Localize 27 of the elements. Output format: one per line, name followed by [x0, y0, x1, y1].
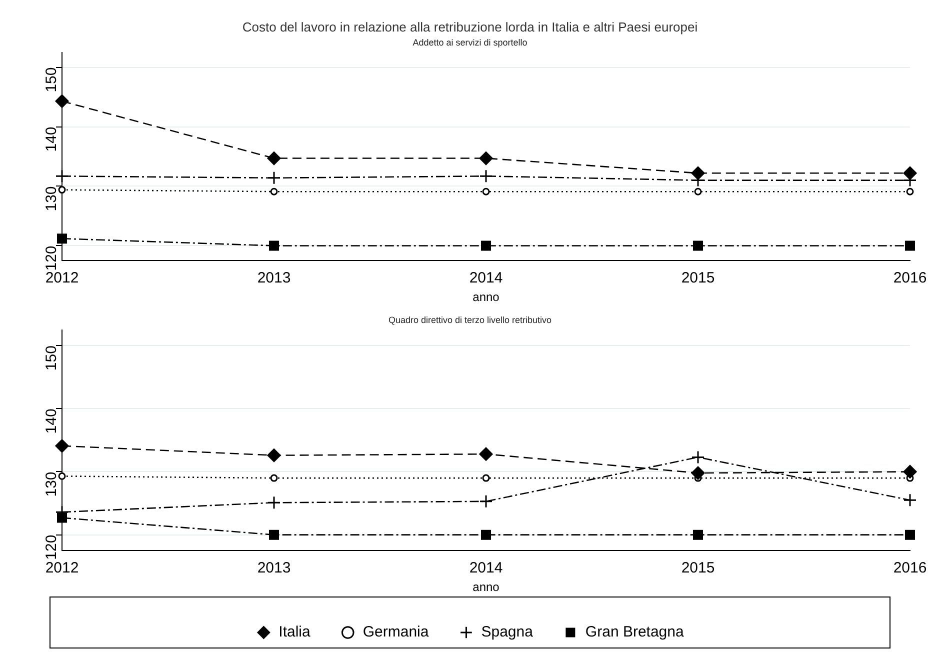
x-tick-label: 2015	[681, 560, 715, 577]
x-tick-label: 2013	[257, 560, 291, 577]
legend-label: Germania	[362, 624, 430, 641]
y-tick-label: 140	[43, 408, 60, 434]
x-tick-label: 2016	[893, 270, 927, 287]
x-tick-label: 2013	[257, 270, 291, 287]
legend-label: Italia	[278, 624, 312, 641]
y-tick-label: 120	[43, 246, 60, 271]
x-tick-label: 2012	[45, 560, 79, 577]
y-tick-label: 140	[43, 126, 60, 152]
x-tick-label: 2014	[469, 270, 503, 287]
y-tick-label: 150	[43, 67, 60, 92]
y-tick-label: 130	[43, 472, 60, 497]
legend-label: Spagna	[481, 624, 534, 641]
x-tick-label: 2014	[469, 560, 503, 577]
y-tick-label: 130	[43, 186, 60, 212]
x-axis-title: anno	[472, 580, 500, 594]
legend-label: Gran Bretagna	[585, 624, 684, 641]
x-tick-label: 2012	[45, 270, 79, 287]
chart-title: Costo del lavoro in relazione alla retribuzione lorda in Italia e altri Paesi europei	[242, 19, 698, 34]
chart-subtitle: Quadro direttivo di terzo livello retributivo	[388, 314, 552, 325]
y-tick-label: 150	[43, 346, 60, 371]
x-tick-label: 2016	[893, 560, 927, 577]
chart-subtitle: Addetto ai servizi di sportello	[412, 37, 528, 48]
x-axis-title: anno	[472, 290, 500, 304]
x-tick-label: 2015	[681, 270, 715, 287]
y-tick-label: 120	[43, 534, 60, 560]
